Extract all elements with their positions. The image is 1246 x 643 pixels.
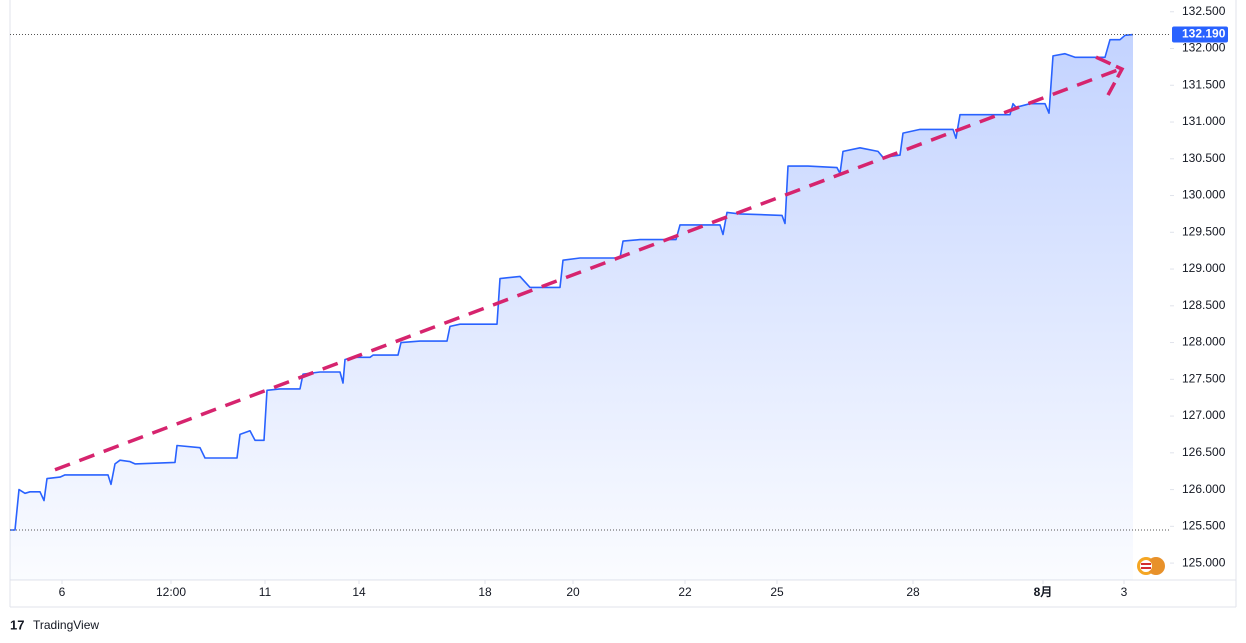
y-tick-label: 129.500 [1182, 224, 1226, 238]
x-tick-label: 22 [678, 585, 692, 599]
y-tick-label: 128.000 [1182, 335, 1226, 349]
x-tick-label: 6 [59, 585, 66, 599]
y-tick-label: 125.500 [1182, 519, 1226, 533]
area [10, 34, 1133, 581]
x-tick-label: 14 [352, 585, 366, 599]
y-tick-label: 125.000 [1182, 555, 1226, 569]
last-price-box [1172, 26, 1228, 43]
plot [10, 33, 1134, 581]
x-tick-label: 8月 [1034, 585, 1053, 599]
y-tick-label: 127.000 [1182, 408, 1226, 422]
y-tick-label: 127.500 [1182, 371, 1226, 385]
brand-logo: 17 TradingView [10, 617, 99, 632]
trendline [54, 67, 1121, 472]
y-tick-label: 128.500 [1182, 298, 1226, 312]
y-tick-label: 126.000 [1182, 482, 1226, 496]
x-tick-label: 18 [478, 585, 492, 599]
y-tick-label: 126.500 [1182, 445, 1226, 459]
y-tick-label: 132.000 [1182, 41, 1226, 55]
trend-arrowhead [1095, 55, 1125, 96]
last-price-label: 132.190 [1182, 27, 1226, 41]
brand-name: TradingView [33, 618, 99, 632]
x-tick-label: 25 [770, 585, 784, 599]
y-tick-label: 131.000 [1182, 114, 1226, 128]
brand-mark: 17 [10, 617, 24, 632]
x-tick-label: 3 [1121, 585, 1128, 599]
x-tick-label: 12:00 [156, 585, 186, 599]
y-tick-label: 132.500 [1182, 4, 1226, 18]
x-tick-label: 11 [259, 585, 272, 599]
x-tick-label: 28 [906, 585, 920, 599]
y-tick-label: 131.500 [1182, 77, 1226, 91]
currency-icon [1137, 557, 1165, 575]
y-tick-label: 129.000 [1182, 261, 1226, 275]
y-tick-label: 130.500 [1182, 151, 1226, 165]
x-tick-label: 20 [566, 585, 580, 599]
y-tick-label: 130.000 [1182, 188, 1226, 202]
